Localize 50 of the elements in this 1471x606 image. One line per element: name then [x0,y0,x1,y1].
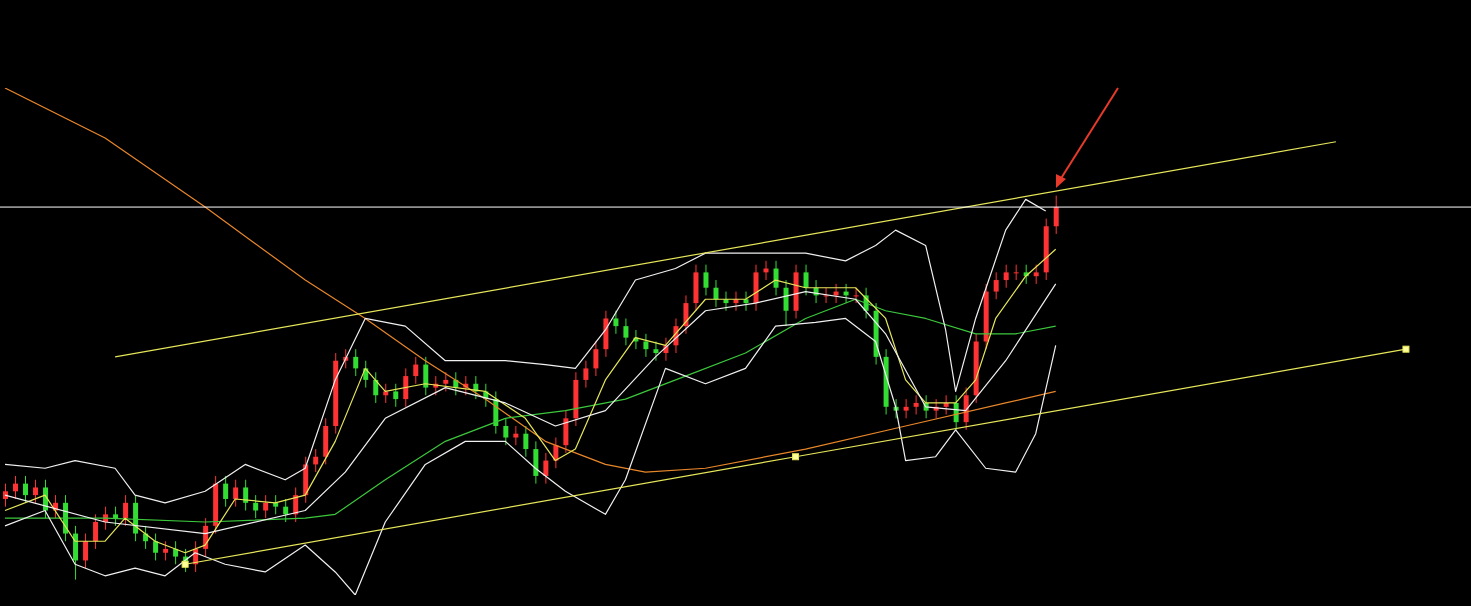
candlestick [163,540,169,561]
candlestick [403,367,409,408]
candlestick [513,425,519,446]
candlestick [423,356,429,396]
candlestick [223,475,229,508]
candlestick [373,371,379,404]
candlestick [803,264,809,296]
candlestick [353,348,359,377]
candlestick [543,452,549,485]
candlestick [83,533,89,569]
candlestick [233,479,239,508]
candlestick [853,287,859,304]
candlestick [1053,195,1059,235]
candlestick [743,291,749,312]
candlestick [913,394,919,415]
candlestick [273,494,279,515]
candlestick [393,383,399,408]
candlestick [643,333,649,358]
candlestick [93,513,99,550]
candlestick [263,494,269,519]
candlestick [413,356,419,385]
candlestick [583,360,589,389]
candlestick [1033,264,1039,285]
candlestick [33,479,39,504]
candlestick [993,271,999,300]
candlestick [123,494,129,527]
candlestick [523,425,529,458]
candlestick [253,494,259,519]
candlestick [683,294,689,335]
candlestick [1013,264,1019,281]
candlestick [153,533,159,561]
candlestick [283,498,289,523]
candlestick [773,260,779,296]
candlestick [443,371,449,392]
candlestick [1003,264,1009,289]
candlestick [653,341,659,362]
candlestick [503,417,509,446]
candlestick [713,279,719,308]
candlestick [783,279,789,327]
candlestick [703,264,709,296]
candlestick [313,448,319,473]
candlestick [903,398,909,419]
candlestick [13,475,19,500]
candlestick [623,317,629,346]
candlestick [243,479,249,511]
candlestick [23,475,29,504]
candlestick [113,506,119,527]
candlestick [613,310,619,335]
candlestick [173,540,179,565]
candlestick [593,341,599,377]
